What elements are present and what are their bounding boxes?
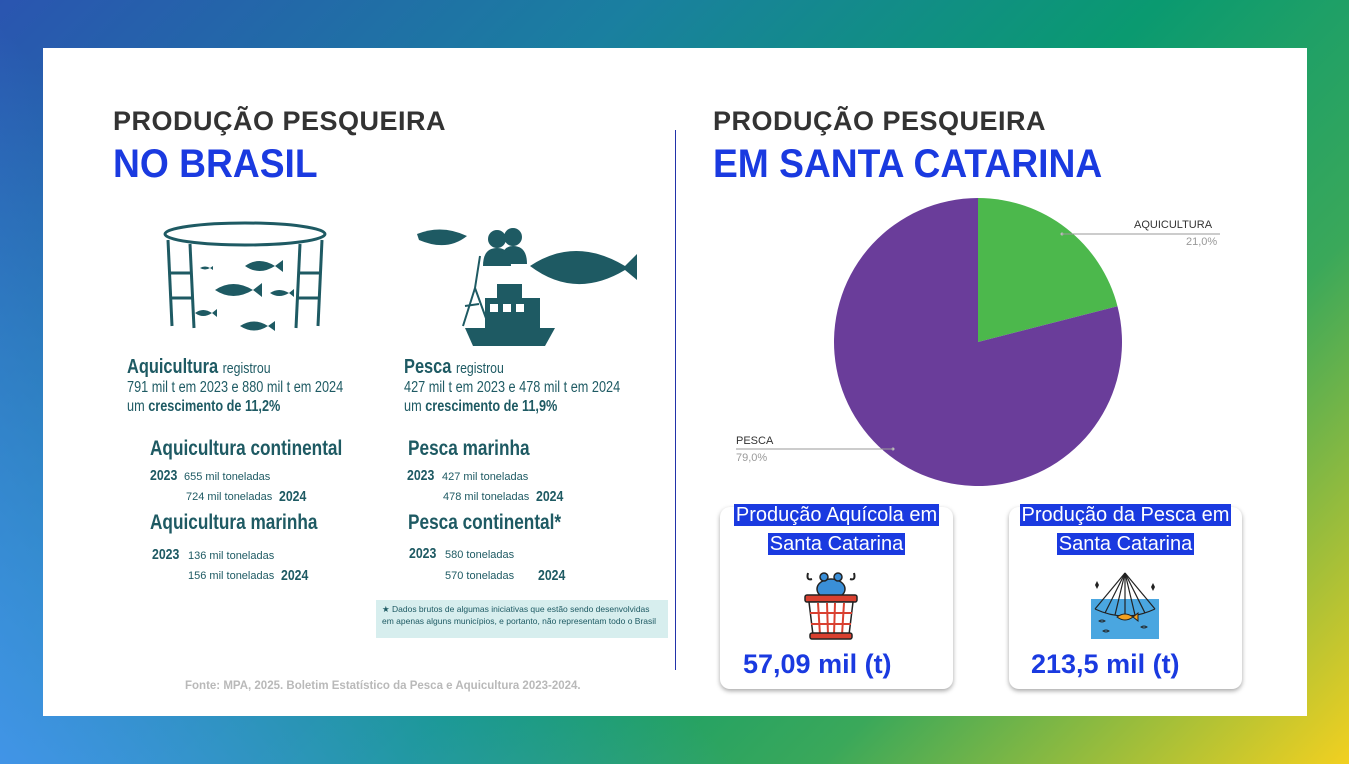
aquicultura-title: Aquicultura [127,356,219,378]
block-title: Aquicultura marinha [150,511,318,534]
aquicultura-line2: 791 mil t em 2023 e 880 mil t em 2024 [127,379,344,396]
right-heading-bottom: EM SANTA CATARINA [713,142,1103,186]
block-value-2024: 478 mil toneladas [443,491,530,503]
block-value-2023: 427 mil toneladas [442,471,529,483]
crab-basket-icon [804,572,858,640]
block-year-2024: 2024 [538,567,566,584]
footnote-box: ★ Dados brutos de algumas iniciativas qu… [376,600,668,638]
pie-slice-pesca [834,198,1122,487]
block-year-2023: 2023 [150,467,178,484]
block-year-2024: 2024 [281,567,309,584]
right-heading-top: PRODUÇÃO PESQUEIRA [713,106,1047,136]
kpi-card-aquicola: Produção Aquícola em Santa Catarina 57,0… [720,504,953,689]
block-value-2024: 570 toneladas [445,570,515,582]
block-year-2023: 2023 [409,545,437,562]
left-heading-top: PRODUÇÃO PESQUEIRA [113,106,447,136]
pesca-title: Pesca [404,356,452,378]
kpi-title-line2: Santa Catarina [1056,533,1195,555]
aquicultura-growth: crescimento de 11,2% [148,398,281,415]
block-value-2023: 655 mil toneladas [184,471,271,483]
pie-slice-aquicultura [978,198,1118,342]
block-year-2024: 2024 [536,488,564,505]
kpi-title-line2: Santa Catarina [767,533,906,555]
aquicultura-title-suffix: registrou [222,360,271,377]
pesca-title-suffix: registrou [455,360,504,377]
kpi-card-pesca: Produção da Pesca em Santa Catarina 213,… [1009,504,1242,689]
block-title: Pesca continental* [408,511,562,534]
fish-cage-icon [163,221,327,331]
fishing-boat-icon [417,228,637,346]
kpi-title-line1: Produção Aquícola em [733,504,940,526]
block-value-2023: 580 toneladas [445,549,515,561]
footnote-text: Dados brutos de algumas iniciativas que … [382,604,657,627]
kpi-title-aquicola: Produção Aquícola em Santa Catarina [720,501,953,559]
pesca-line3: um crescimento de 11,9% [404,398,557,416]
aquicultura-line3: um crescimento de 11,2% [127,398,280,416]
pesca-growth: crescimento de 11,9% [425,398,558,415]
kpi-value-pesca: 213,5 mil (t) [1031,649,1180,679]
pie-pct-aquicultura: 21,0% [1186,236,1218,248]
kpi-title-pesca: Produção da Pesca em Santa Catarina [1009,501,1242,559]
block-year-2023: 2023 [152,546,180,563]
pie-label-aquicultura: AQUICULTURA [1134,219,1213,231]
kpi-title-line1: Produção da Pesca em [1019,504,1232,526]
fishing-net-icon [1091,572,1159,639]
pie-chart [736,198,1220,487]
column-divider [675,130,676,670]
block-value-2024: 156 mil toneladas [188,570,275,582]
kpi-value-aquicola: 57,09 mil (t) [743,649,892,679]
aquicultura-summary: Aquicultura registrou [127,356,271,379]
source-citation: Fonte: MPA, 2025. Boletim Estatístico da… [185,680,581,692]
pie-pct-pesca: 79,0% [736,452,768,464]
block-title: Aquicultura continental [150,437,343,460]
pesca-summary: Pesca registrou [404,356,504,379]
block-year-2024: 2024 [279,488,307,505]
pesca-line3-prefix: um [404,398,422,415]
pesca-line2: 427 mil t em 2023 e 478 mil t em 2024 [404,379,621,396]
pie-label-pesca: PESCA [736,435,774,447]
block-year-2023: 2023 [407,467,435,484]
block-title: Pesca marinha [408,437,530,460]
block-value-2024: 724 mil toneladas [186,491,273,503]
left-heading-bottom: NO BRASIL [113,142,318,186]
star-icon: ★ [382,604,390,614]
aquicultura-line3-prefix: um [127,398,145,415]
block-value-2023: 136 mil toneladas [188,550,275,562]
